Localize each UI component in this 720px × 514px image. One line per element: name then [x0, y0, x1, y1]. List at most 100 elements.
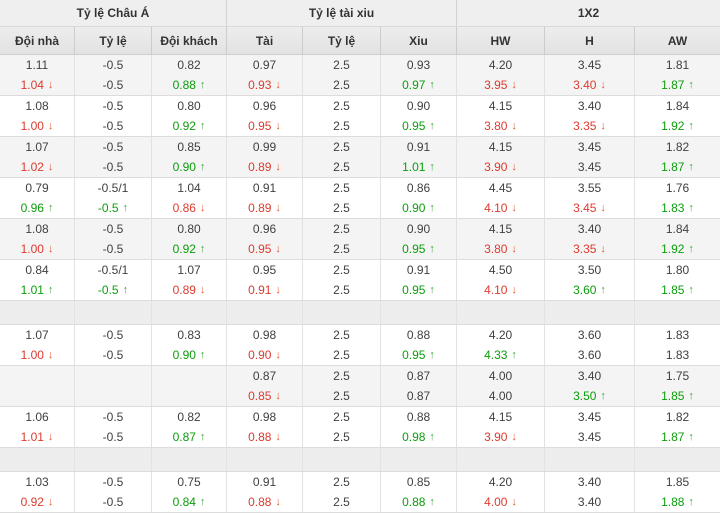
odds-cell: 2.5: [303, 345, 381, 365]
odds-cell: 1.01 ↑: [381, 157, 457, 177]
odds-cell: 4.50: [457, 260, 545, 280]
odds-value: 2.5: [333, 495, 350, 509]
odds-cell: 1.02 ↓: [0, 157, 75, 177]
odds-value: 0.92: [172, 242, 196, 256]
column-header-over: Tài: [227, 27, 303, 54]
down-arrow-icon: ↓: [47, 242, 54, 255]
odds-cell: 2.5: [303, 219, 381, 239]
odds-cell: 1.03: [0, 472, 75, 492]
odds-value: 0.96: [252, 99, 277, 113]
odds-value: 0.88: [402, 495, 426, 509]
odds-cell: 3.90 ↓: [457, 427, 545, 447]
odds-value: -0.5: [102, 140, 124, 154]
up-arrow-icon: ↑: [47, 201, 54, 214]
odds-cell: 1.06: [0, 407, 75, 427]
odds-value: 1.87: [661, 430, 685, 444]
odds-value: 0.91: [252, 181, 277, 195]
odds-cell: 0.75: [152, 472, 227, 492]
odds-cell: 1.92 ↑: [635, 116, 720, 136]
down-arrow-icon: ↓: [199, 283, 206, 296]
odds-value: 3.40: [577, 475, 602, 489]
odds-cell: 3.45: [545, 55, 635, 75]
column-header-away-win: AW: [667, 33, 688, 48]
up-arrow-icon: ↑: [688, 160, 694, 173]
odds-value: 0.98: [252, 328, 277, 342]
down-arrow-icon: ↓: [511, 119, 517, 132]
odds-value: 2.5: [333, 410, 350, 424]
odds-cell: -0.5 ↑: [75, 198, 152, 218]
odds-cell: 0.90 ↑: [152, 345, 227, 365]
column-header-away: Đội khách: [152, 27, 227, 54]
odds-value: 2.5: [333, 369, 350, 383]
odds-value: 1.07: [177, 263, 201, 277]
odds-row: 0.79 -0.5/1 1.04 0.91 2.5 0.86 4.45 3.55 1.76 0.9…: [0, 178, 720, 219]
odds-cell: -0.5: [75, 219, 152, 239]
odds-cell: 1.85 ↑: [635, 280, 720, 300]
odds-cell: 0.87 ↑: [152, 427, 227, 447]
column-header-home: Đội nhà: [0, 27, 75, 54]
odds-value: 0.97: [252, 58, 277, 72]
live-odds-line: 0.96 ↑ -0.5 ↑ 0.86 ↓ 0.89 ↓ 2.5 0.90 ↑ 4.10 ↓ 3.45 ↓ 1.…: [0, 198, 720, 218]
odds-value: 1.07: [25, 328, 49, 342]
odds-value: 0.89: [248, 201, 272, 215]
odds-cell: 0.92 ↓: [0, 492, 75, 512]
odds-value: 1.11: [25, 58, 49, 72]
odds-cell: 0.88: [381, 325, 457, 345]
odds-cell: 0.99: [227, 137, 303, 157]
odds-cell: 0.90: [381, 96, 457, 116]
odds-value: 2.5: [333, 389, 350, 403]
opening-odds-line: 1.06 -0.5 0.82 0.98 2.5 0.88 4.15 3.45 1.82: [0, 407, 720, 427]
odds-cell: 1.85 ↑: [635, 386, 720, 406]
odds-cell: 0.86 ↓: [152, 198, 227, 218]
odds-cell: 1.11: [0, 55, 75, 75]
odds-value: 1.08: [25, 99, 49, 113]
odds-cell: 3.40: [545, 96, 635, 116]
odds-cell: [0, 386, 75, 406]
odds-value: 4.45: [488, 181, 513, 195]
odds-value: 0.90: [406, 99, 431, 113]
down-arrow-icon: ↓: [511, 78, 517, 91]
odds-value: 3.60: [577, 328, 602, 342]
up-arrow-icon: ↑: [199, 119, 206, 132]
odds-value: 2.5: [333, 222, 350, 236]
odds-cell: 0.97 ↑: [381, 75, 457, 95]
down-arrow-icon: ↓: [47, 348, 54, 361]
odds-value: 1.00: [20, 119, 44, 133]
odds-cell: 0.96 ↑: [0, 198, 75, 218]
odds-value: 0.88: [406, 410, 431, 424]
up-arrow-icon: ↑: [429, 242, 435, 255]
odds-value: 1.08: [25, 222, 49, 236]
odds-cell: 1.82: [635, 137, 720, 157]
odds-cell: -0.5: [75, 55, 152, 75]
odds-cell: 0.89 ↓: [227, 157, 303, 177]
odds-value: 1.04: [20, 78, 44, 92]
odds-cell: 2.5: [303, 427, 381, 447]
down-arrow-icon: ↓: [511, 160, 517, 173]
odds-value: 1.01: [402, 160, 426, 174]
up-arrow-icon: ↑: [688, 201, 694, 214]
odds-cell: 2.5: [303, 239, 381, 259]
odds-value: 1.92: [661, 242, 685, 256]
odds-cell: -0.5: [75, 75, 152, 95]
up-arrow-icon: ↑: [511, 348, 517, 361]
empty-cell: [381, 301, 457, 324]
odds-cell: 0.88 ↓: [227, 427, 303, 447]
odds-value: 0.87: [406, 389, 431, 403]
odds-value: -0.5: [102, 410, 124, 424]
odds-cell: -0.5 ↑: [75, 280, 152, 300]
odds-cell: 2.5: [303, 366, 381, 386]
odds-value: 0.93: [248, 78, 272, 92]
odds-cell: 3.55: [545, 178, 635, 198]
odds-value: 2.5: [333, 475, 350, 489]
odds-value: 4.50: [488, 263, 513, 277]
odds-cell: 0.88 ↑: [152, 75, 227, 95]
odds-value: 1.83: [665, 348, 690, 362]
odds-cell: 3.45: [545, 427, 635, 447]
down-arrow-icon: ↓: [275, 201, 281, 214]
opening-odds-line: 1.08 -0.5 0.80 0.96 2.5 0.90 4.15 3.40 1.84: [0, 219, 720, 239]
odds-cell: 3.35 ↓: [545, 116, 635, 136]
odds-value: 3.40: [577, 99, 602, 113]
odds-value: 0.82: [177, 410, 201, 424]
up-arrow-icon: ↑: [688, 283, 694, 296]
opening-odds-line: 0.87 2.5 0.87 4.00 3.40 1.75: [0, 366, 720, 386]
